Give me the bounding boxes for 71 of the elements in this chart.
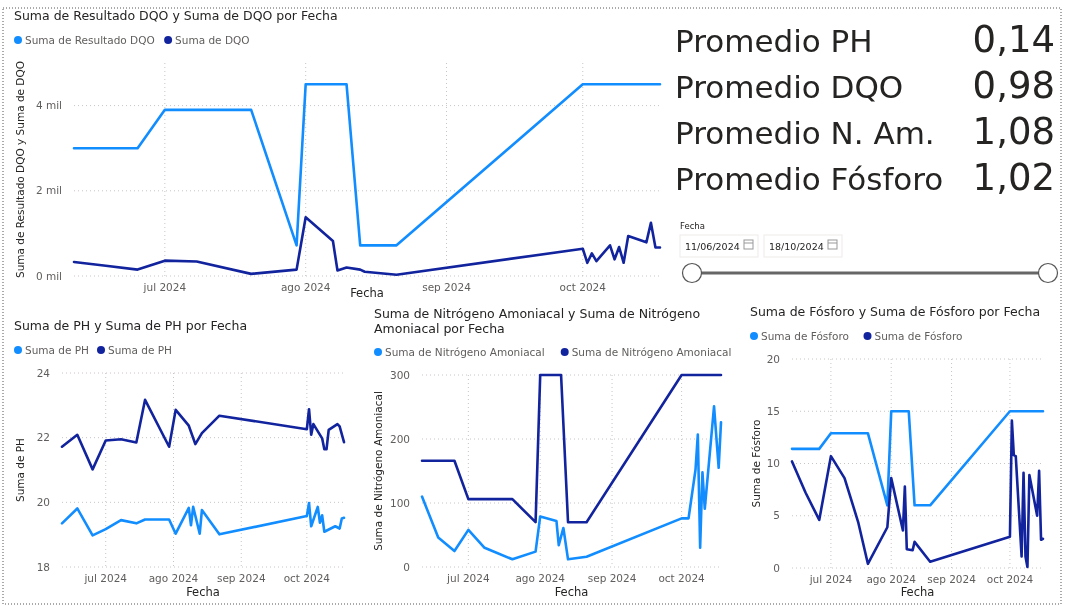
- y-tick-label: 22: [36, 431, 50, 444]
- legend-label: Suma de DQO: [175, 34, 250, 46]
- text: 11/06/2024: [685, 241, 740, 252]
- y-tick-label: 300: [389, 368, 410, 381]
- y-tick-label: 20: [36, 496, 50, 509]
- x-axis-title: Fecha: [186, 585, 220, 599]
- x-axis-title: Fecha: [900, 585, 935, 599]
- x-tick-label: sep 2024: [927, 573, 977, 585]
- y-tick-label: 2 mil: [35, 184, 62, 197]
- chart-title: Suma de Resultado DQO y Suma de DQO por Fecha: [14, 8, 338, 23]
- x-tick-label: oct 2024: [986, 573, 1034, 585]
- legend-label: Suma de Resultado DQO: [25, 34, 155, 46]
- legend-label: Suma de PH: [25, 344, 90, 356]
- legend-label: Suma de Nitrógeno Amoniacal: [385, 346, 545, 358]
- text: 1,02: [972, 156, 1055, 199]
- line-series: [60, 501, 346, 537]
- y-tick-label: 4 mil: [35, 99, 62, 112]
- x-tick-label: jul 2024: [446, 572, 490, 584]
- chart-title: Suma de Nitrógeno Amoniacal y Suma de Nitrógeno Amoniacal por Fecha: [374, 306, 701, 336]
- y-axis-title: Suma de Nitrógeno Amoniacal: [372, 391, 384, 551]
- y-tick-label: 0 mil: [35, 269, 62, 282]
- y-axis-title: Suma de PH: [14, 437, 26, 503]
- legend-label: Suma de Nitrógeno Amoniacal: [571, 346, 732, 358]
- x-tick-label: jul 2024: [83, 572, 128, 584]
- text: 0,14: [972, 18, 1055, 61]
- legend-label: Suma de Fósforo: [761, 330, 849, 342]
- y-axis-title: Suma de Resultado DQO y Suma de DQO: [14, 61, 26, 278]
- category-label: Promedio N. Am.: [675, 115, 935, 151]
- y-tick-label: 0: [773, 561, 780, 574]
- line-series: [72, 83, 662, 247]
- x-tick-label: jul 2024: [142, 281, 187, 293]
- category-label: Promedio DQO: [675, 69, 904, 105]
- line-series: [420, 405, 723, 561]
- y-tick-label: 200: [389, 432, 410, 445]
- y-tick-label: 15: [766, 404, 780, 417]
- x-tick-label: jul 2024: [808, 573, 853, 585]
- legend-label: Suma de Fósforo: [874, 330, 963, 342]
- y-tick-label: 5: [773, 509, 780, 522]
- y-axis-title: Suma de Fósforo: [750, 419, 762, 508]
- x-tick-label: sep 2024: [216, 572, 266, 584]
- y-tick-label: 24: [36, 366, 51, 379]
- x-tick-label: ago 2024: [148, 572, 199, 584]
- line-series: [790, 419, 1045, 569]
- line-series: [790, 409, 1045, 507]
- x-axis-title: Fecha: [350, 286, 384, 300]
- y-tick-label: 18: [36, 560, 50, 573]
- y-tick-label: 100: [389, 496, 410, 509]
- x-tick-label: oct 2024: [559, 281, 607, 293]
- y-tick-label: 0: [403, 560, 410, 573]
- x-tick-label: sep 2024: [587, 572, 637, 584]
- x-tick-label: oct 2024: [658, 572, 706, 584]
- chart-title: Suma de Fósforo y Suma de Fósforo por Fecha: [750, 304, 1041, 319]
- x-tick-label: ago 2024: [515, 572, 566, 584]
- x-tick-label: ago 2024: [866, 573, 917, 585]
- text: 0,98: [972, 64, 1055, 107]
- text: Fecha: [680, 221, 705, 231]
- y-tick-label: 10: [766, 457, 780, 470]
- x-tick-label: sep 2024: [422, 281, 472, 293]
- x-axis-title: Fecha: [554, 585, 589, 599]
- chart-title: Suma de PH y Suma de PH por Fecha: [14, 318, 248, 333]
- y-tick-label: 20: [766, 352, 780, 365]
- legend-label: Suma de PH: [108, 344, 173, 356]
- category-label: Promedio Fósforo: [675, 161, 944, 197]
- x-tick-label: oct 2024: [283, 572, 331, 584]
- x-tick-label: ago 2024: [280, 281, 331, 293]
- line-series: [420, 373, 723, 524]
- line-series: [72, 215, 662, 277]
- text: 1,08: [972, 110, 1055, 153]
- category-label: Promedio PH: [675, 23, 873, 59]
- line-series: [60, 398, 346, 471]
- text: 18/10/2024: [769, 241, 824, 252]
